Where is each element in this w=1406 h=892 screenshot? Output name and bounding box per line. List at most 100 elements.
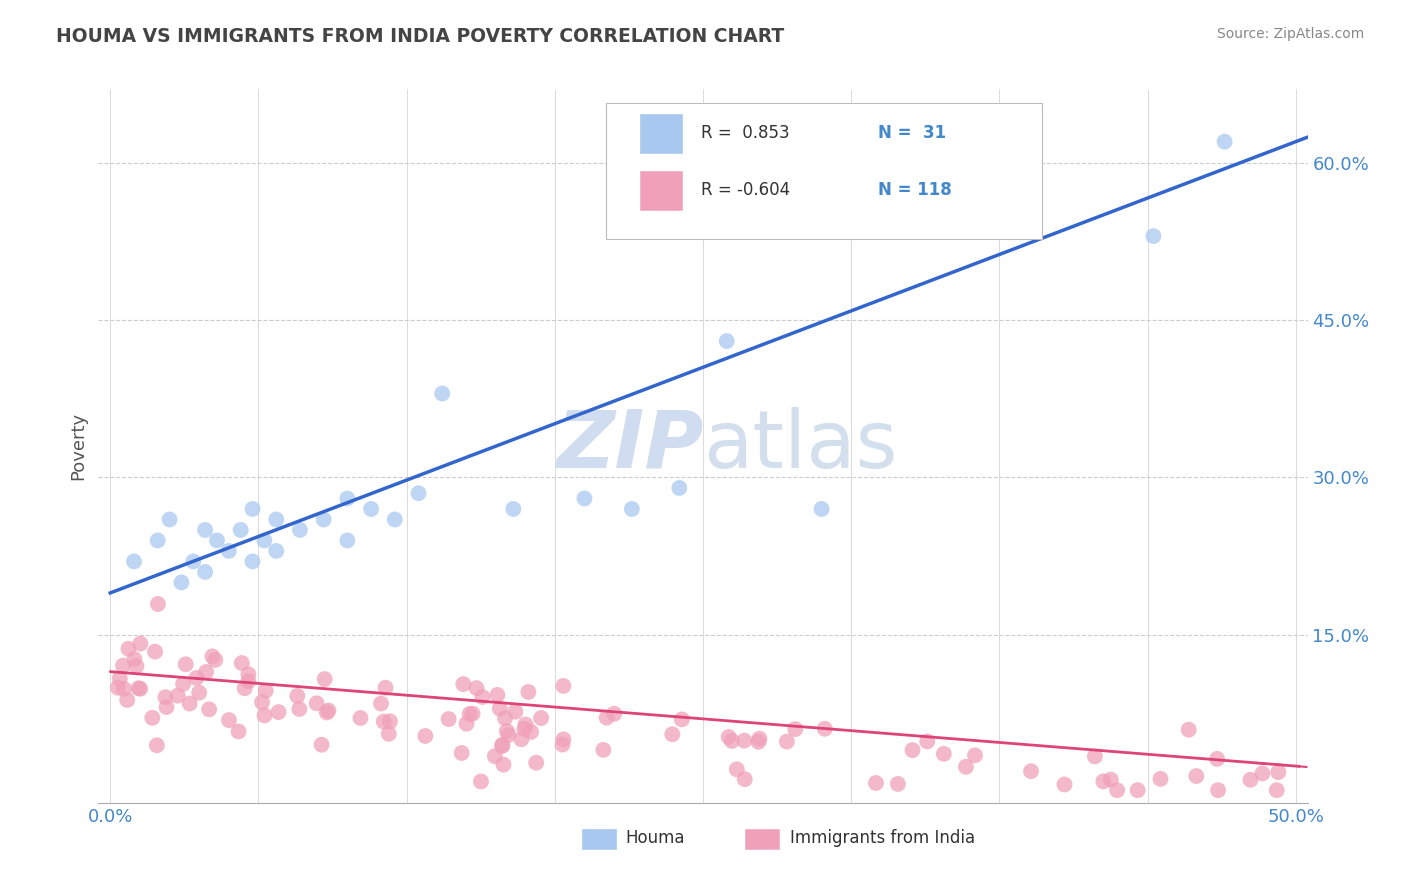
Point [146, 597, 169, 611]
Point [465, 681, 488, 695]
Point [494, 711, 516, 725]
Point [498, 728, 520, 742]
Point [172, 677, 194, 691]
Point [253, 533, 276, 548]
Point [505, 705, 527, 719]
Point [242, 502, 264, 516]
Point [456, 716, 478, 731]
Point [551, 738, 574, 752]
Text: Immigrants from India: Immigrants from India [790, 830, 976, 847]
Point [159, 512, 181, 526]
Point [1206, 752, 1229, 766]
Text: atlas: atlas [703, 407, 897, 485]
FancyBboxPatch shape [640, 171, 682, 211]
Point [733, 733, 755, 747]
Point [814, 722, 837, 736]
Point [1149, 772, 1171, 786]
Point [311, 738, 333, 752]
Point [231, 656, 253, 670]
Point [312, 512, 335, 526]
Text: N =  31: N = 31 [879, 125, 946, 143]
Point [198, 702, 221, 716]
Point [495, 724, 517, 739]
Point [432, 386, 454, 401]
Point [887, 777, 910, 791]
Point [502, 502, 524, 516]
Point [228, 724, 250, 739]
Point [716, 334, 738, 348]
Point [170, 575, 193, 590]
Text: N = 118: N = 118 [879, 181, 952, 200]
Point [488, 701, 510, 715]
Point [810, 502, 832, 516]
Point [458, 706, 481, 721]
Point [267, 705, 290, 719]
Text: ZIP: ZIP [555, 407, 703, 485]
Point [238, 674, 260, 689]
Text: R = -0.604: R = -0.604 [700, 181, 790, 200]
Point [620, 502, 643, 516]
Point [1265, 783, 1288, 797]
Point [288, 523, 311, 537]
Point [748, 731, 770, 746]
Point [510, 732, 533, 747]
Point [155, 690, 177, 705]
Point [721, 734, 744, 748]
Point [470, 774, 492, 789]
FancyBboxPatch shape [582, 830, 616, 849]
FancyBboxPatch shape [640, 114, 682, 153]
Point [129, 637, 152, 651]
Point [553, 679, 575, 693]
Point [491, 738, 513, 752]
Point [1267, 765, 1289, 780]
Point [218, 713, 240, 727]
Point [1092, 774, 1115, 789]
Point [111, 658, 134, 673]
Point [195, 665, 218, 679]
FancyBboxPatch shape [606, 103, 1042, 239]
Point [314, 672, 336, 686]
Point [370, 697, 392, 711]
Point [194, 523, 217, 537]
Point [408, 486, 430, 500]
Point [491, 739, 513, 753]
Point [373, 714, 395, 729]
Point [520, 724, 543, 739]
Point [253, 708, 276, 723]
Point [115, 693, 138, 707]
Point [671, 713, 693, 727]
Point [122, 554, 145, 568]
Point [201, 649, 224, 664]
Point [524, 756, 547, 770]
Point [194, 565, 217, 579]
Text: R =  0.853: R = 0.853 [700, 125, 789, 143]
Point [1019, 764, 1042, 779]
Point [238, 667, 260, 681]
Point [1126, 783, 1149, 797]
Point [747, 735, 769, 749]
Point [204, 653, 226, 667]
Point [865, 776, 887, 790]
Point [1213, 135, 1236, 149]
Point [932, 747, 955, 761]
Point [264, 512, 287, 526]
Point [108, 672, 131, 686]
Point [592, 743, 614, 757]
Point [377, 727, 399, 741]
Point [486, 688, 509, 702]
Point [1053, 777, 1076, 791]
Point [415, 729, 437, 743]
Y-axis label: Poverty: Poverty [69, 412, 87, 480]
Point [553, 732, 575, 747]
Point [349, 711, 371, 725]
Point [461, 706, 484, 721]
Point [264, 544, 287, 558]
Point [1107, 783, 1129, 797]
Point [725, 762, 748, 776]
Point [233, 681, 256, 696]
Point [141, 711, 163, 725]
Point [250, 695, 273, 709]
Point [484, 749, 506, 764]
Point [146, 739, 169, 753]
Point [917, 734, 939, 748]
